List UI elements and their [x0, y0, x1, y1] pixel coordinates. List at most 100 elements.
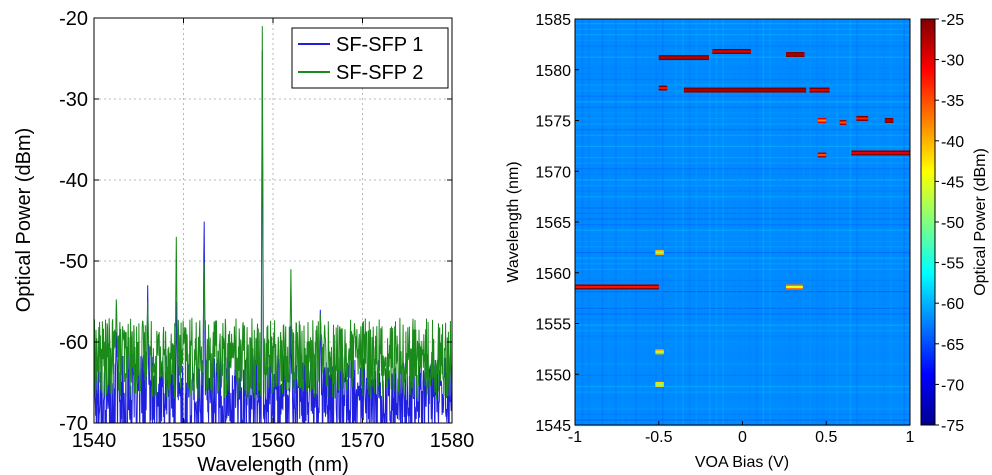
- right-y-tick-label: 1545: [535, 418, 571, 435]
- colorbar-tick-label: -65: [941, 337, 964, 354]
- heatmap-column-stripe: [849, 19, 852, 425]
- heatmap-feature: [655, 251, 664, 254]
- heatmap-column-stripe: [843, 19, 845, 425]
- colorbar-tick-label: -45: [941, 174, 964, 191]
- heatmap-column-stripe: [883, 19, 885, 425]
- heatmap-column-stripe: [755, 19, 758, 425]
- right-y-tick-label: 1565: [535, 215, 571, 232]
- right-x-tick-label: 0.5: [815, 429, 837, 446]
- heatmap-column-stripe: [688, 19, 691, 425]
- colorbar-ticks: -25 -30 -35 -40 -45 -50 -55 -60 -65 -70 -75: [935, 12, 964, 435]
- left-y-tick-label: -60: [59, 332, 88, 354]
- heatmap-row-line: [575, 318, 910, 321]
- heatmap-row-line: [575, 212, 910, 215]
- heatmap-row-line: [575, 39, 910, 42]
- heatmap-feature: [817, 119, 827, 122]
- heatmap-row-line: [575, 397, 910, 399]
- heatmap-feature: [786, 285, 803, 288]
- heatmap-row-line: [575, 363, 910, 365]
- colorbar-tick-label: -75: [941, 418, 964, 435]
- heatmap-row-line: [575, 129, 910, 131]
- heatmap-row-line: [575, 62, 910, 64]
- heatmap-row-line: [575, 201, 910, 203]
- heatmap-column-stripe: [702, 19, 704, 425]
- heatmap-row-line: [575, 419, 910, 421]
- heatmap-row-line: [575, 73, 910, 75]
- heatmap-background: [575, 19, 910, 425]
- left-series-layer: [94, 26, 452, 423]
- right-y-tick-label: 1585: [535, 12, 571, 29]
- heatmap-row-line: [575, 302, 910, 304]
- colorbar-tick-label: -70: [941, 377, 964, 394]
- colorbar-tick-label: -30: [941, 53, 964, 70]
- legend-label-series-1: SF-SFP 1: [336, 34, 423, 56]
- left-x-tick-label: 1560: [251, 430, 296, 452]
- heatmap-feature: [856, 117, 869, 120]
- heatmap-column-stripe: [608, 19, 610, 425]
- right-x-tick-label: 1: [906, 429, 915, 446]
- heatmap-column-stripe: [635, 19, 637, 425]
- heatmap-column-stripe: [822, 19, 825, 425]
- heatmap-cells: [575, 19, 910, 427]
- heatmap-row-line: [575, 408, 910, 410]
- heatmap-row-line: [575, 251, 910, 254]
- heatmap-row-line: [575, 162, 910, 164]
- series-line-1: [94, 50, 452, 423]
- left-y-tick-label: -70: [59, 413, 88, 435]
- heatmap-row-line: [575, 184, 910, 187]
- heatmap-column-stripe: [836, 19, 838, 425]
- heatmap-row-line: [575, 95, 910, 97]
- right-x-tick-label: -0.5: [645, 429, 673, 446]
- heatmap-column-stripe: [662, 19, 664, 425]
- left-x-tick-label: 1550: [161, 430, 206, 452]
- left-y-axis-label: Optical Power (dBm): [13, 128, 35, 313]
- heatmap-row-line: [575, 402, 910, 404]
- heatmap-row-line: [575, 274, 910, 276]
- right-y-tick-label: 1575: [535, 114, 571, 131]
- heatmap-row-line: [575, 391, 910, 393]
- heatmap-row-line: [575, 341, 910, 343]
- heatmap-row-line: [575, 106, 910, 108]
- left-x-tick-label: 1580: [430, 430, 475, 452]
- heatmap-row-line: [575, 157, 910, 159]
- heatmap-column-stripe: [715, 19, 718, 425]
- right-y-tick-label: 1580: [535, 63, 571, 80]
- heatmap-column-stripe: [675, 19, 677, 425]
- heatmap-chart: -1 -0.5 0 0.5 1 1545 1550 1555 1560 1565 1570 1575 1…: [505, 12, 989, 471]
- heatmap-row-line: [575, 229, 910, 231]
- heatmap-column-stripe: [588, 19, 590, 425]
- heatmap-row-line: [575, 140, 910, 142]
- left-y-tick-label: -20: [59, 8, 88, 30]
- heatmap-row-line: [575, 313, 910, 315]
- heatmap-feature: [817, 154, 827, 157]
- legend-box: [291, 27, 449, 89]
- left-x-axis-label: Wavelength (nm): [197, 454, 349, 475]
- heatmap-row-line: [575, 279, 910, 282]
- heatmap-column-stripe: [655, 19, 657, 425]
- colorbar-tick-label: -25: [941, 12, 964, 29]
- heatmap-row-line: [575, 380, 910, 382]
- heatmap-row-line: [575, 168, 910, 170]
- heatmap-feature: [884, 119, 894, 122]
- heatmap-feature: [658, 56, 709, 59]
- heatmap-column-stripe: [863, 19, 865, 425]
- right-x-tick-label: -1: [568, 429, 582, 446]
- heatmap-column-stripe: [889, 19, 892, 425]
- heatmap-feature: [683, 89, 807, 92]
- heatmap-feature: [809, 89, 830, 92]
- heatmap-column-stripe: [782, 19, 785, 425]
- heatmap-column-stripe: [621, 19, 624, 425]
- right-y-tick-label: 1555: [535, 317, 571, 334]
- heatmap-column-stripe: [729, 19, 731, 425]
- spectrum-chart: 1540 1550 1560 1570 1580 -70 -60 -50 -40 -30 -20 W…: [13, 8, 474, 475]
- heatmap-row-line: [575, 84, 910, 86]
- heatmap-column-stripe: [735, 19, 738, 425]
- heatmap-column-stripe: [829, 19, 832, 425]
- heatmap-row-line: [575, 307, 910, 309]
- heatmap-column-stripe: [615, 19, 617, 425]
- heatmap-row-line: [575, 190, 910, 192]
- heatmap-row-line: [575, 134, 910, 136]
- colorbar-tick-label: -50: [941, 215, 964, 232]
- heatmap-row-line: [575, 23, 910, 25]
